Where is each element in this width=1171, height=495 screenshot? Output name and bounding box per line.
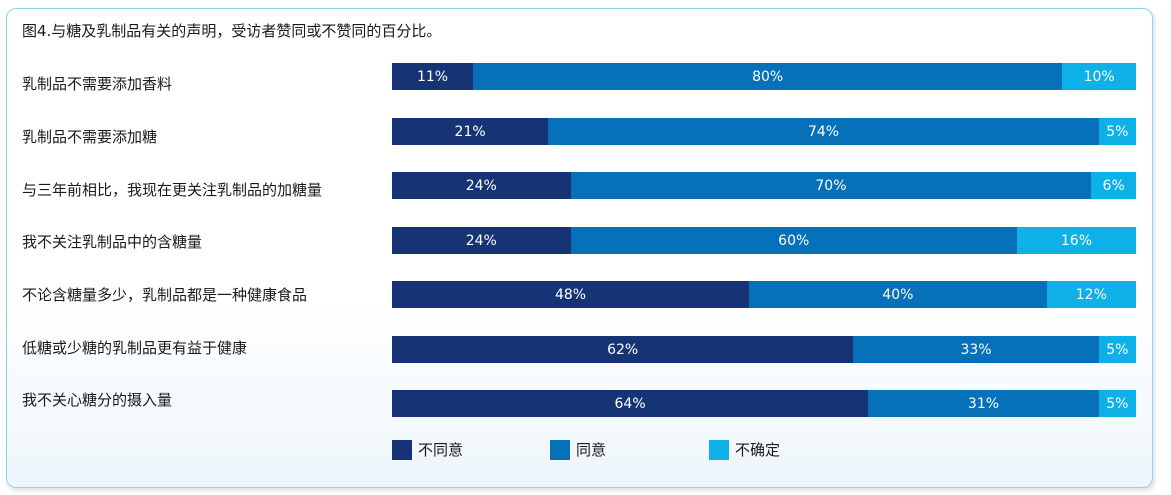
bar-segment-2-row-1: 80% — [473, 63, 1063, 90]
bar-segment-1-row-4: 24% — [392, 227, 571, 254]
bar-segment-3-row-7: 5% — [1098, 390, 1136, 417]
legend-item-3: 不确定 — [709, 439, 780, 460]
bar-row-3: 24% 70% 6% — [392, 172, 1136, 199]
data-label: 11% — [416, 68, 449, 85]
legend-item-2: 同意 — [550, 439, 606, 460]
row-label-7: 我不关心糖分的摄入量 — [22, 391, 173, 409]
bar-segment-1-row-6: 62% — [392, 336, 854, 363]
data-label: 40% — [882, 286, 914, 303]
bar-row-1: 11% 80% 10% — [392, 63, 1136, 90]
legend-label: 同意 — [576, 441, 607, 459]
legend-label: 不确定 — [735, 441, 781, 459]
bar-row-7: 64% 31% 5% — [392, 390, 1136, 417]
bar-row-2: 21% 74% 5% — [392, 118, 1136, 145]
bar-segment-3-row-1: 10% — [1062, 63, 1136, 90]
data-label: 5% — [1106, 123, 1129, 140]
data-label: 6% — [1102, 177, 1125, 194]
data-label: 21% — [454, 123, 486, 140]
bar-segment-2-row-3: 70% — [570, 172, 1092, 199]
bar-segment-2-row-2: 74% — [548, 118, 1099, 145]
data-label: 24% — [465, 177, 497, 194]
bar-segment-2-row-5: 40% — [749, 281, 1047, 308]
row-label-5: 不论含糖量多少，乳制品都是一种健康食品 — [22, 286, 308, 304]
data-label: 5% — [1106, 341, 1129, 358]
bar-row-4: 24% 60% 16% — [392, 227, 1136, 254]
bar-segment-1-row-3: 24% — [392, 172, 571, 199]
bar-segment-1-row-7: 64% — [392, 390, 869, 417]
legend-swatch — [392, 439, 412, 460]
bar-segment-2-row-6: 33% — [853, 336, 1099, 363]
data-label: 33% — [960, 341, 992, 358]
bar-segment-3-row-5: 12% — [1046, 281, 1136, 308]
row-label-2: 乳制品不需要添加糖 — [22, 128, 158, 146]
data-label: 10% — [1083, 68, 1115, 85]
bar-row-6: 62% 33% 5% — [392, 336, 1136, 363]
bar-segment-1-row-2: 21% — [392, 118, 549, 145]
data-label: 12% — [1075, 286, 1107, 303]
bar-segment-2-row-7: 31% — [868, 390, 1099, 417]
legend-label: 不同意 — [418, 441, 464, 459]
legend-item-1: 不同意 — [392, 439, 463, 460]
bar-segment-1-row-1: 11% — [392, 63, 474, 90]
legend-swatch — [550, 439, 570, 460]
data-label: 24% — [465, 232, 497, 249]
data-label: 16% — [1060, 232, 1093, 249]
data-label: 60% — [778, 232, 810, 249]
bar-segment-3-row-6: 5% — [1098, 336, 1136, 363]
legend-swatch — [709, 439, 729, 460]
chart-legend: 不同意 同意 不确定 — [392, 439, 1136, 463]
bar-segment-3-row-2: 5% — [1098, 118, 1136, 145]
row-label-6: 低糖或少糖的乳制品更有益于健康 — [22, 339, 248, 357]
data-label: 70% — [815, 177, 847, 194]
bar-segment-2-row-4: 60% — [570, 227, 1017, 254]
row-label-3: 与三年前相比，我现在更关注乳制品的加糖量 — [22, 181, 323, 199]
bar-segment-3-row-4: 16% — [1016, 227, 1136, 254]
bar-row-5: 48% 40% 12% — [392, 281, 1136, 308]
data-label: 31% — [967, 395, 1000, 412]
data-label: 80% — [752, 68, 784, 85]
bar-segment-3-row-3: 6% — [1091, 172, 1136, 199]
data-label: 62% — [607, 341, 639, 358]
data-label: 64% — [614, 395, 646, 412]
data-label: 5% — [1106, 395, 1129, 412]
bar-segment-1-row-5: 48% — [392, 281, 750, 308]
data-label: 48% — [554, 286, 587, 303]
chart-title: 图4.与糖及乳制品有关的声明，受访者赞同或不赞同的百分比。 — [22, 22, 442, 40]
data-label: 74% — [807, 123, 840, 140]
row-label-1: 乳制品不需要添加香料 — [22, 75, 173, 93]
row-label-4: 我不关注乳制品中的含糖量 — [22, 233, 203, 251]
